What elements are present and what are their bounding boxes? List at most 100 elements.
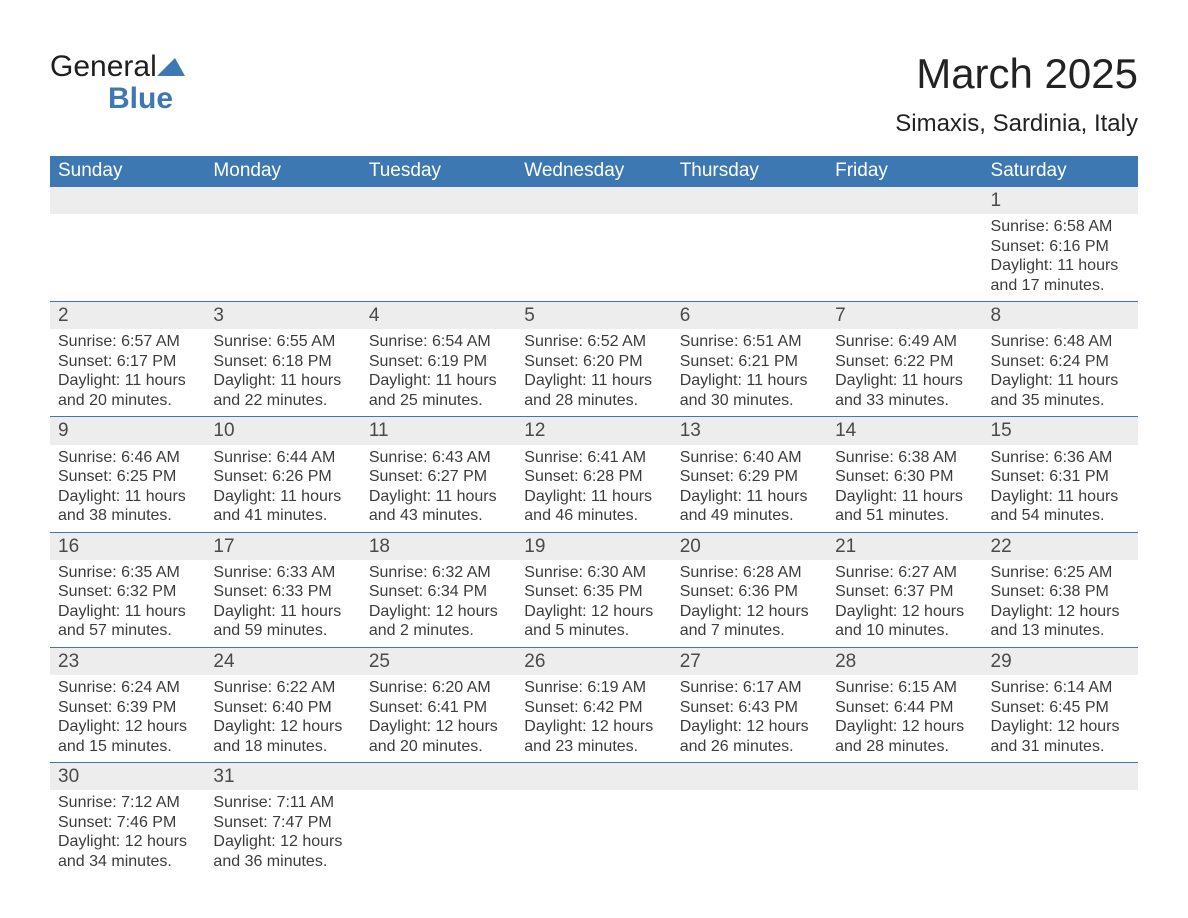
daylight-line: Daylight: 11 hours and 51 minutes. bbox=[835, 487, 974, 526]
sunset-line: Sunset: 6:25 PM bbox=[58, 467, 197, 487]
sunset-line: Sunset: 6:26 PM bbox=[213, 467, 352, 487]
sunset-line: Sunset: 6:24 PM bbox=[991, 352, 1130, 372]
day-number: 15 bbox=[983, 417, 1138, 444]
day-details: Sunrise: 6:41 AMSunset: 6:28 PMDaylight:… bbox=[516, 445, 671, 532]
daylight-line: Daylight: 11 hours and 35 minutes. bbox=[991, 371, 1130, 410]
day-number bbox=[827, 763, 982, 790]
sunset-line: Sunset: 6:35 PM bbox=[524, 582, 663, 602]
daylight-line: Daylight: 12 hours and 18 minutes. bbox=[213, 717, 352, 756]
sunset-line: Sunset: 6:34 PM bbox=[369, 582, 508, 602]
daylight-line: Daylight: 11 hours and 30 minutes. bbox=[680, 371, 819, 410]
day-number: 19 bbox=[516, 533, 671, 560]
sunset-line: Sunset: 6:27 PM bbox=[369, 467, 508, 487]
daylight-line: Daylight: 11 hours and 22 minutes. bbox=[213, 371, 352, 410]
daylight-line: Daylight: 11 hours and 43 minutes. bbox=[369, 487, 508, 526]
day-details: Sunrise: 6:19 AMSunset: 6:42 PMDaylight:… bbox=[516, 675, 671, 762]
day-number: 16 bbox=[50, 533, 205, 560]
daylight-line: Daylight: 11 hours and 17 minutes. bbox=[991, 256, 1130, 295]
day-number: 11 bbox=[361, 417, 516, 444]
calendar-empty-cell bbox=[672, 763, 827, 878]
sunset-line: Sunset: 6:31 PM bbox=[991, 467, 1130, 487]
sunrise-line: Sunrise: 6:51 AM bbox=[680, 332, 819, 352]
sunrise-line: Sunrise: 6:35 AM bbox=[58, 563, 197, 583]
day-details: Sunrise: 6:20 AMSunset: 6:41 PMDaylight:… bbox=[361, 675, 516, 762]
daylight-line: Daylight: 11 hours and 59 minutes. bbox=[213, 602, 352, 641]
day-number: 4 bbox=[361, 302, 516, 329]
calendar-day-cell: 16Sunrise: 6:35 AMSunset: 6:32 PMDayligh… bbox=[50, 532, 205, 647]
calendar-day-cell: 31Sunrise: 7:11 AMSunset: 7:47 PMDayligh… bbox=[205, 763, 360, 878]
sunrise-line: Sunrise: 6:33 AM bbox=[213, 563, 352, 583]
day-number: 30 bbox=[50, 763, 205, 790]
day-number: 9 bbox=[50, 417, 205, 444]
daylight-line: Daylight: 11 hours and 46 minutes. bbox=[524, 487, 663, 526]
logo-word2: Blue bbox=[50, 82, 173, 115]
calendar-empty-cell bbox=[827, 187, 982, 302]
day-number: 3 bbox=[205, 302, 360, 329]
daylight-line: Daylight: 12 hours and 28 minutes. bbox=[835, 717, 974, 756]
day-number: 14 bbox=[827, 417, 982, 444]
sunset-line: Sunset: 6:18 PM bbox=[213, 352, 352, 372]
calendar-day-cell: 1Sunrise: 6:58 AMSunset: 6:16 PMDaylight… bbox=[983, 187, 1138, 302]
daylight-line: Daylight: 11 hours and 28 minutes. bbox=[524, 371, 663, 410]
sunrise-line: Sunrise: 6:43 AM bbox=[369, 448, 508, 468]
day-number: 18 bbox=[361, 533, 516, 560]
day-details: Sunrise: 6:36 AMSunset: 6:31 PMDaylight:… bbox=[983, 445, 1138, 532]
sunset-line: Sunset: 6:16 PM bbox=[991, 237, 1130, 257]
weekday-header: Friday bbox=[827, 156, 982, 187]
day-number: 10 bbox=[205, 417, 360, 444]
daylight-line: Daylight: 12 hours and 13 minutes. bbox=[991, 602, 1130, 641]
day-number: 27 bbox=[672, 648, 827, 675]
day-details: Sunrise: 6:52 AMSunset: 6:20 PMDaylight:… bbox=[516, 329, 671, 416]
day-details: Sunrise: 6:32 AMSunset: 6:34 PMDaylight:… bbox=[361, 560, 516, 647]
sunrise-line: Sunrise: 6:52 AM bbox=[524, 332, 663, 352]
calendar-day-cell: 19Sunrise: 6:30 AMSunset: 6:35 PMDayligh… bbox=[516, 532, 671, 647]
day-number: 12 bbox=[516, 417, 671, 444]
sunrise-line: Sunrise: 6:28 AM bbox=[680, 563, 819, 583]
calendar-day-cell: 26Sunrise: 6:19 AMSunset: 6:42 PMDayligh… bbox=[516, 647, 671, 762]
logo-triangle-icon bbox=[157, 56, 185, 76]
day-number: 22 bbox=[983, 533, 1138, 560]
day-number: 20 bbox=[672, 533, 827, 560]
sunrise-line: Sunrise: 6:36 AM bbox=[991, 448, 1130, 468]
sunrise-line: Sunrise: 6:30 AM bbox=[524, 563, 663, 583]
day-details: Sunrise: 6:35 AMSunset: 6:32 PMDaylight:… bbox=[50, 560, 205, 647]
day-number: 2 bbox=[50, 302, 205, 329]
calendar-day-cell: 4Sunrise: 6:54 AMSunset: 6:19 PMDaylight… bbox=[361, 302, 516, 417]
calendar-week-row: 9Sunrise: 6:46 AMSunset: 6:25 PMDaylight… bbox=[50, 417, 1138, 532]
daylight-line: Daylight: 12 hours and 31 minutes. bbox=[991, 717, 1130, 756]
day-number: 29 bbox=[983, 648, 1138, 675]
weekday-header: Sunday bbox=[50, 156, 205, 187]
day-number bbox=[361, 187, 516, 214]
calendar-empty-cell bbox=[516, 763, 671, 878]
weekday-header: Saturday bbox=[983, 156, 1138, 187]
calendar-day-cell: 8 Sunrise: 6:48 AMSunset: 6:24 PMDaylight… bbox=[983, 302, 1138, 417]
sunrise-line: Sunrise: 6:48 AM bbox=[991, 332, 1130, 352]
weekday-header: Monday bbox=[205, 156, 360, 187]
sunrise-line: Sunrise: 6:22 AM bbox=[213, 678, 352, 698]
day-number: 8 bbox=[983, 302, 1138, 329]
sunrise-line: Sunrise: 6:15 AM bbox=[835, 678, 974, 698]
daylight-line: Daylight: 12 hours and 10 minutes. bbox=[835, 602, 974, 641]
day-details: Sunrise: 6:40 AMSunset: 6:29 PMDaylight:… bbox=[672, 445, 827, 532]
day-details: Sunrise: 6:54 AMSunset: 6:19 PMDaylight:… bbox=[361, 329, 516, 416]
title-block: March 2025 Simaxis, Sardinia, Italy bbox=[895, 50, 1138, 138]
sunset-line: Sunset: 6:36 PM bbox=[680, 582, 819, 602]
daylight-line: Daylight: 12 hours and 23 minutes. bbox=[524, 717, 663, 756]
calendar-day-cell: 7Sunrise: 6:49 AMSunset: 6:22 PMDaylight… bbox=[827, 302, 982, 417]
calendar-day-cell: 27Sunrise: 6:17 AMSunset: 6:43 PMDayligh… bbox=[672, 647, 827, 762]
weekday-header: Thursday bbox=[672, 156, 827, 187]
day-details: Sunrise: 6:27 AMSunset: 6:37 PMDaylight:… bbox=[827, 560, 982, 647]
sunset-line: Sunset: 6:28 PM bbox=[524, 467, 663, 487]
daylight-line: Daylight: 12 hours and 36 minutes. bbox=[213, 832, 352, 871]
calendar-day-cell: 5Sunrise: 6:52 AMSunset: 6:20 PMDaylight… bbox=[516, 302, 671, 417]
day-number bbox=[50, 187, 205, 214]
sunset-line: Sunset: 6:33 PM bbox=[213, 582, 352, 602]
daylight-line: Daylight: 11 hours and 57 minutes. bbox=[58, 602, 197, 641]
calendar-day-cell: 21Sunrise: 6:27 AMSunset: 6:37 PMDayligh… bbox=[827, 532, 982, 647]
calendar-day-cell: 10Sunrise: 6:44 AMSunset: 6:26 PMDayligh… bbox=[205, 417, 360, 532]
calendar-empty-cell bbox=[361, 763, 516, 878]
calendar-empty-cell bbox=[205, 187, 360, 302]
day-details: Sunrise: 6:24 AMSunset: 6:39 PMDaylight:… bbox=[50, 675, 205, 762]
day-details: Sunrise: 6:17 AMSunset: 6:43 PMDaylight:… bbox=[672, 675, 827, 762]
daylight-line: Daylight: 11 hours and 20 minutes. bbox=[58, 371, 197, 410]
